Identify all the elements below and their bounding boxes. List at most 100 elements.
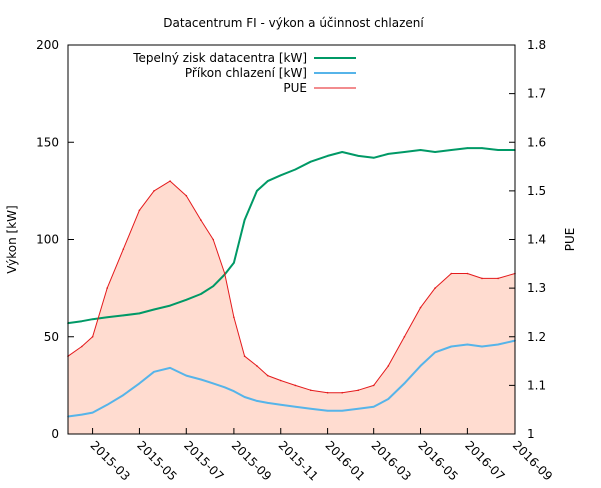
heat-gain-point bbox=[266, 180, 269, 182]
y2-tick-label: 1 bbox=[527, 427, 535, 441]
pue-point bbox=[153, 190, 155, 192]
pue-line bbox=[67, 180, 516, 394]
x-tick-label: 2016-05 bbox=[415, 438, 460, 483]
pue-point bbox=[403, 336, 406, 338]
cooling-power-point bbox=[419, 365, 422, 367]
cooling-power-point bbox=[266, 402, 269, 404]
heat-gain-point bbox=[256, 190, 258, 192]
pue-point bbox=[466, 272, 469, 275]
heat-gain-point bbox=[212, 285, 214, 288]
cooling-power-point bbox=[138, 382, 141, 385]
heat-gain-point bbox=[185, 299, 188, 301]
legend-label-heat-gain: Tepelný zisk datacentra [kW] bbox=[132, 51, 307, 65]
pue-point bbox=[279, 379, 282, 382]
heat-gain-point bbox=[200, 293, 202, 295]
y2-tick-label: 1.6 bbox=[527, 135, 546, 149]
y-tick-label: 50 bbox=[44, 330, 59, 344]
pue-point bbox=[450, 272, 453, 275]
y-tick-label: 100 bbox=[36, 233, 59, 247]
pue-point bbox=[294, 384, 297, 387]
cooling-power-point bbox=[466, 343, 469, 346]
pue-point bbox=[138, 209, 141, 212]
legend-label-cooling-power: Příkon chlazení [kW] bbox=[185, 66, 307, 80]
cooling-power-point bbox=[153, 371, 155, 373]
cooling-power-point bbox=[212, 382, 214, 385]
x-tick-label: 2016-07 bbox=[462, 438, 507, 483]
heat-gain-point bbox=[481, 147, 483, 149]
y2-tick-label: 1.3 bbox=[527, 281, 546, 295]
heat-gain-point bbox=[106, 316, 108, 319]
heat-gain-point bbox=[138, 312, 141, 315]
pue-point bbox=[341, 391, 344, 394]
pue-point bbox=[122, 248, 125, 250]
pue-point bbox=[309, 389, 312, 392]
heat-gain-point bbox=[341, 151, 344, 153]
pue-point bbox=[434, 287, 436, 289]
x-tick-label: 2015-11 bbox=[276, 438, 321, 483]
heat-gain-point bbox=[81, 320, 83, 323]
pue-point bbox=[212, 238, 214, 241]
heat-gain-point bbox=[403, 151, 406, 153]
pue-point bbox=[233, 316, 235, 319]
y-axis-label: Výkon [kW] bbox=[5, 205, 19, 273]
cooling-power-point bbox=[341, 409, 344, 412]
pue-point bbox=[372, 384, 375, 387]
cooling-power-point bbox=[106, 404, 108, 406]
chart-title: Datacentrum FI - výkon a účinnost chlaze… bbox=[163, 16, 424, 30]
cooling-power-point bbox=[434, 351, 436, 354]
cooling-power-point bbox=[357, 407, 360, 410]
cooling-power-point bbox=[481, 345, 483, 348]
x-tick-label: 2015-07 bbox=[181, 438, 226, 483]
heat-gain-point bbox=[169, 304, 171, 307]
x-tick-label: 2015-05 bbox=[134, 438, 179, 483]
heat-gain-point bbox=[243, 219, 246, 221]
cooling-power-point bbox=[256, 400, 258, 402]
pue-area-fill bbox=[68, 181, 515, 434]
heat-gain-point bbox=[294, 168, 297, 171]
pue-point bbox=[200, 219, 202, 221]
heat-gain-point bbox=[279, 174, 282, 177]
heat-gain-line bbox=[67, 147, 515, 325]
x-tick-label: 2016-01 bbox=[322, 438, 367, 483]
x-tick-label: 2016-09 bbox=[510, 438, 555, 483]
y-tick-label: 0 bbox=[51, 427, 59, 441]
cooling-power-point bbox=[372, 406, 375, 408]
heat-gain-point bbox=[326, 155, 329, 157]
y2-tick-label: 1.5 bbox=[527, 184, 546, 198]
pue-point bbox=[419, 306, 422, 309]
heat-gain-point bbox=[419, 149, 422, 151]
heat-gain-point bbox=[233, 262, 235, 264]
pue-point bbox=[481, 277, 483, 280]
cooling-power-point bbox=[223, 386, 226, 389]
cooling-power-line bbox=[67, 339, 516, 418]
y2-tick-label: 1.7 bbox=[527, 87, 546, 101]
y2-tick-label: 1.2 bbox=[527, 330, 546, 344]
legend: Tepelný zisk datacentra [kW]Příkon chlaz… bbox=[132, 51, 356, 95]
pue-point bbox=[223, 272, 226, 275]
pue-point bbox=[81, 345, 83, 348]
legend-label-pue: PUE bbox=[283, 81, 307, 95]
pue-point bbox=[185, 194, 188, 197]
pue-fill-layer bbox=[68, 181, 515, 434]
y-tick-label: 150 bbox=[36, 135, 59, 149]
y2-axis-label: PUE bbox=[563, 228, 577, 252]
cooling-power-point bbox=[91, 411, 94, 414]
heat-gain-point bbox=[309, 160, 312, 163]
y2-tick-label: 1.8 bbox=[527, 38, 546, 52]
cooling-power-point bbox=[169, 367, 171, 369]
x-tick-label: 2016-03 bbox=[369, 438, 414, 483]
cooling-power-point bbox=[200, 378, 202, 381]
pue-point bbox=[106, 287, 108, 289]
pue-point bbox=[256, 365, 258, 367]
cooling-power-point bbox=[233, 390, 235, 393]
cooling-power-point bbox=[326, 409, 329, 412]
cooling-power-point bbox=[497, 343, 499, 346]
heat-gain-point bbox=[153, 308, 155, 311]
y2-tick-label: 1.4 bbox=[527, 233, 546, 247]
heat-gain-point bbox=[122, 314, 125, 317]
pue-point bbox=[357, 389, 360, 392]
cooling-power-point bbox=[243, 396, 246, 398]
x-tick-label: 2015-09 bbox=[229, 438, 274, 483]
pue-point bbox=[387, 365, 390, 367]
